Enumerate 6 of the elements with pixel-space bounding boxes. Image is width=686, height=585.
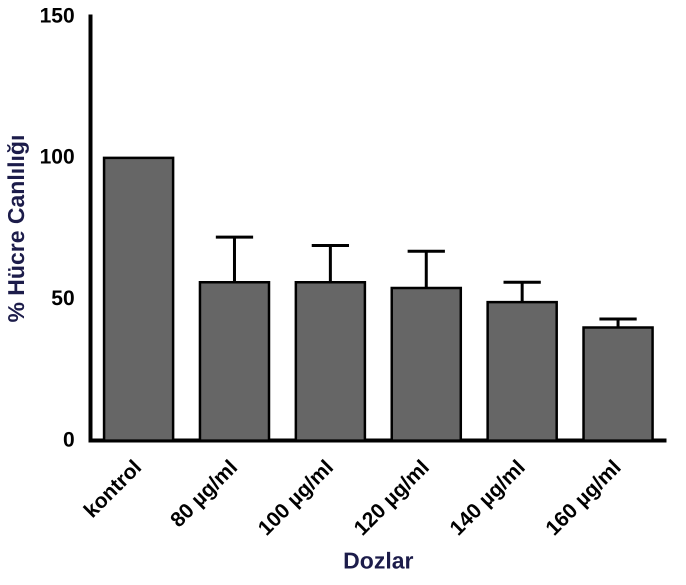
x-axis-title: Dozlar: [343, 548, 414, 574]
y-tick-label: 0: [62, 428, 75, 452]
y-tick-label: 100: [40, 146, 75, 169]
y-tick-label: 50: [51, 287, 75, 310]
y-axis-title: % Hücre Canlılığı: [3, 134, 30, 323]
y-tick-label: 150: [40, 4, 75, 28]
